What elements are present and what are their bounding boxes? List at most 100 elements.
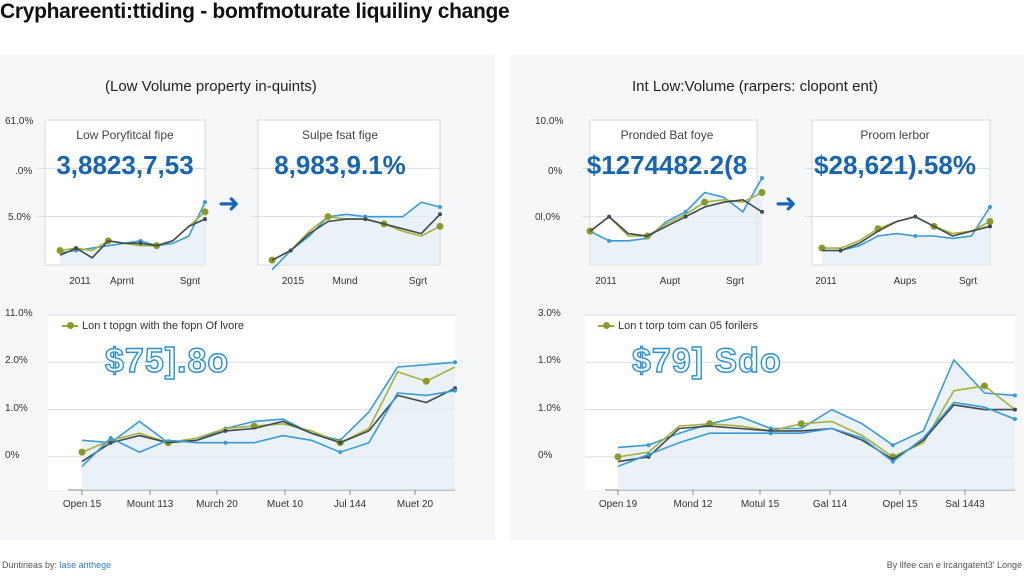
y-tick: 61.0% bbox=[5, 116, 34, 127]
series-line-dark bbox=[271, 213, 441, 261]
x-tick-label: Aprnt bbox=[110, 276, 134, 287]
footer-link[interactable]: lase anthege bbox=[59, 560, 112, 570]
data-point bbox=[760, 176, 764, 180]
x-tick-label: Mond 12 bbox=[673, 499, 713, 510]
x-tick-label: Sal 1443 bbox=[945, 499, 985, 510]
data-point bbox=[223, 440, 228, 445]
data-point bbox=[363, 217, 368, 222]
data-point bbox=[607, 238, 612, 243]
x-tick-label: Sgrt bbox=[958, 276, 978, 287]
data-point bbox=[701, 198, 709, 206]
kpi-value: 8,983,9.1% bbox=[274, 150, 406, 180]
kpi-value: $75].8o bbox=[104, 341, 230, 380]
data-point bbox=[1013, 407, 1017, 412]
y-tick-label: 0% bbox=[538, 449, 553, 461]
x-tick-label: Gal 114 bbox=[812, 499, 848, 510]
data-point bbox=[338, 450, 343, 455]
series-line-blue bbox=[589, 177, 763, 242]
series-line-dark bbox=[822, 215, 991, 252]
x-tick-label: Muet 20 bbox=[396, 499, 434, 510]
legend-label: Lon t torp tom can 05 forilers bbox=[618, 320, 759, 332]
x-tick-label: Open 19 bbox=[598, 499, 638, 510]
x-tick-label: Sgrt bbox=[408, 276, 428, 287]
x-tick-label: Sgnt bbox=[179, 276, 201, 287]
legend-swatch bbox=[598, 322, 614, 329]
kpi-value: 3,8823,7,53 bbox=[56, 150, 194, 180]
data-point bbox=[438, 205, 442, 209]
chart-title: Proom lerbor bbox=[860, 128, 930, 142]
y-tick: 5.0% bbox=[8, 212, 31, 223]
x-tick-label: Opel 15 bbox=[882, 499, 918, 510]
data-point bbox=[453, 388, 457, 393]
series-line-blue bbox=[822, 206, 991, 252]
chart-title: Pronded Bat foye bbox=[620, 128, 714, 142]
data-point bbox=[56, 247, 64, 254]
series-line-dark bbox=[59, 218, 206, 259]
x-tick-label: Sgrt bbox=[725, 276, 745, 287]
x-tick-label: Aups bbox=[893, 276, 917, 287]
data-point bbox=[438, 212, 442, 217]
data-point bbox=[436, 222, 444, 230]
series-line-blue bbox=[271, 201, 441, 271]
x-tick-label: 2011 bbox=[815, 276, 837, 287]
data-point bbox=[797, 420, 805, 428]
data-point bbox=[988, 224, 992, 229]
data-point bbox=[422, 377, 430, 385]
series-line-dark bbox=[617, 404, 1015, 463]
data-point bbox=[108, 440, 113, 445]
x-tick-label: Motul 15 bbox=[740, 499, 780, 510]
data-point bbox=[758, 189, 766, 196]
y-tick-label: 1.0% bbox=[538, 402, 561, 414]
y-tick: 10.0% bbox=[535, 116, 564, 127]
data-point bbox=[1013, 393, 1017, 398]
series-line-blue bbox=[81, 361, 456, 444]
series-line-dark bbox=[589, 198, 763, 237]
footer-left: Duntineas by: lase anthege bbox=[2, 560, 111, 570]
y-tick-label: 2.0% bbox=[5, 355, 28, 367]
data-point bbox=[838, 248, 843, 253]
series-line-blue bbox=[617, 401, 1016, 468]
data-point bbox=[890, 443, 895, 448]
area-fill bbox=[82, 362, 455, 490]
kpi-value: $1274482.2(8 bbox=[586, 150, 748, 180]
series-line-blue bbox=[617, 358, 1016, 449]
y-tick: 0l,0% bbox=[535, 212, 561, 223]
kpi-value: $28,621).58% bbox=[814, 150, 976, 180]
series-line-blue bbox=[81, 389, 456, 467]
chart-title: Low Poryfitcal fipe bbox=[76, 128, 174, 142]
x-tick-label: Mund bbox=[332, 276, 358, 287]
x-tick-label: 2011 bbox=[595, 276, 617, 287]
data-point bbox=[760, 209, 764, 214]
data-point bbox=[986, 218, 994, 225]
y-tick-label: 11.0% bbox=[5, 308, 33, 319]
x-tick-label: Aupt bbox=[659, 276, 681, 287]
y-tick: .0% bbox=[15, 166, 33, 177]
y-tick-label: 0% bbox=[5, 449, 20, 461]
data-point bbox=[78, 448, 86, 456]
legend: Lon t topgn with the fopn Of lvore bbox=[62, 320, 244, 332]
x-tick-label: Muet 10 bbox=[266, 499, 304, 510]
data-point bbox=[980, 382, 988, 390]
x-tick-label: 2015 bbox=[281, 276, 305, 287]
data-point bbox=[203, 217, 207, 222]
data-point bbox=[324, 213, 332, 221]
y-tick-label: 3.0% bbox=[538, 308, 561, 319]
area-fill bbox=[60, 202, 205, 265]
legend-label: Lon t topgn with the fopn Of lvore bbox=[82, 320, 245, 332]
data-point bbox=[913, 234, 918, 238]
area-fill bbox=[618, 359, 1015, 490]
legend: Lon t torp tom can 05 forilers bbox=[598, 320, 758, 332]
data-point bbox=[988, 205, 992, 209]
kpi-value: $79] Sdo bbox=[631, 341, 782, 380]
x-tick-label: 2011 bbox=[69, 276, 91, 287]
chart-title: Sulpe fsat fige bbox=[301, 128, 379, 142]
area-fill bbox=[272, 202, 440, 270]
data-point bbox=[890, 459, 895, 464]
x-tick-label: Mount 113 bbox=[126, 499, 174, 510]
